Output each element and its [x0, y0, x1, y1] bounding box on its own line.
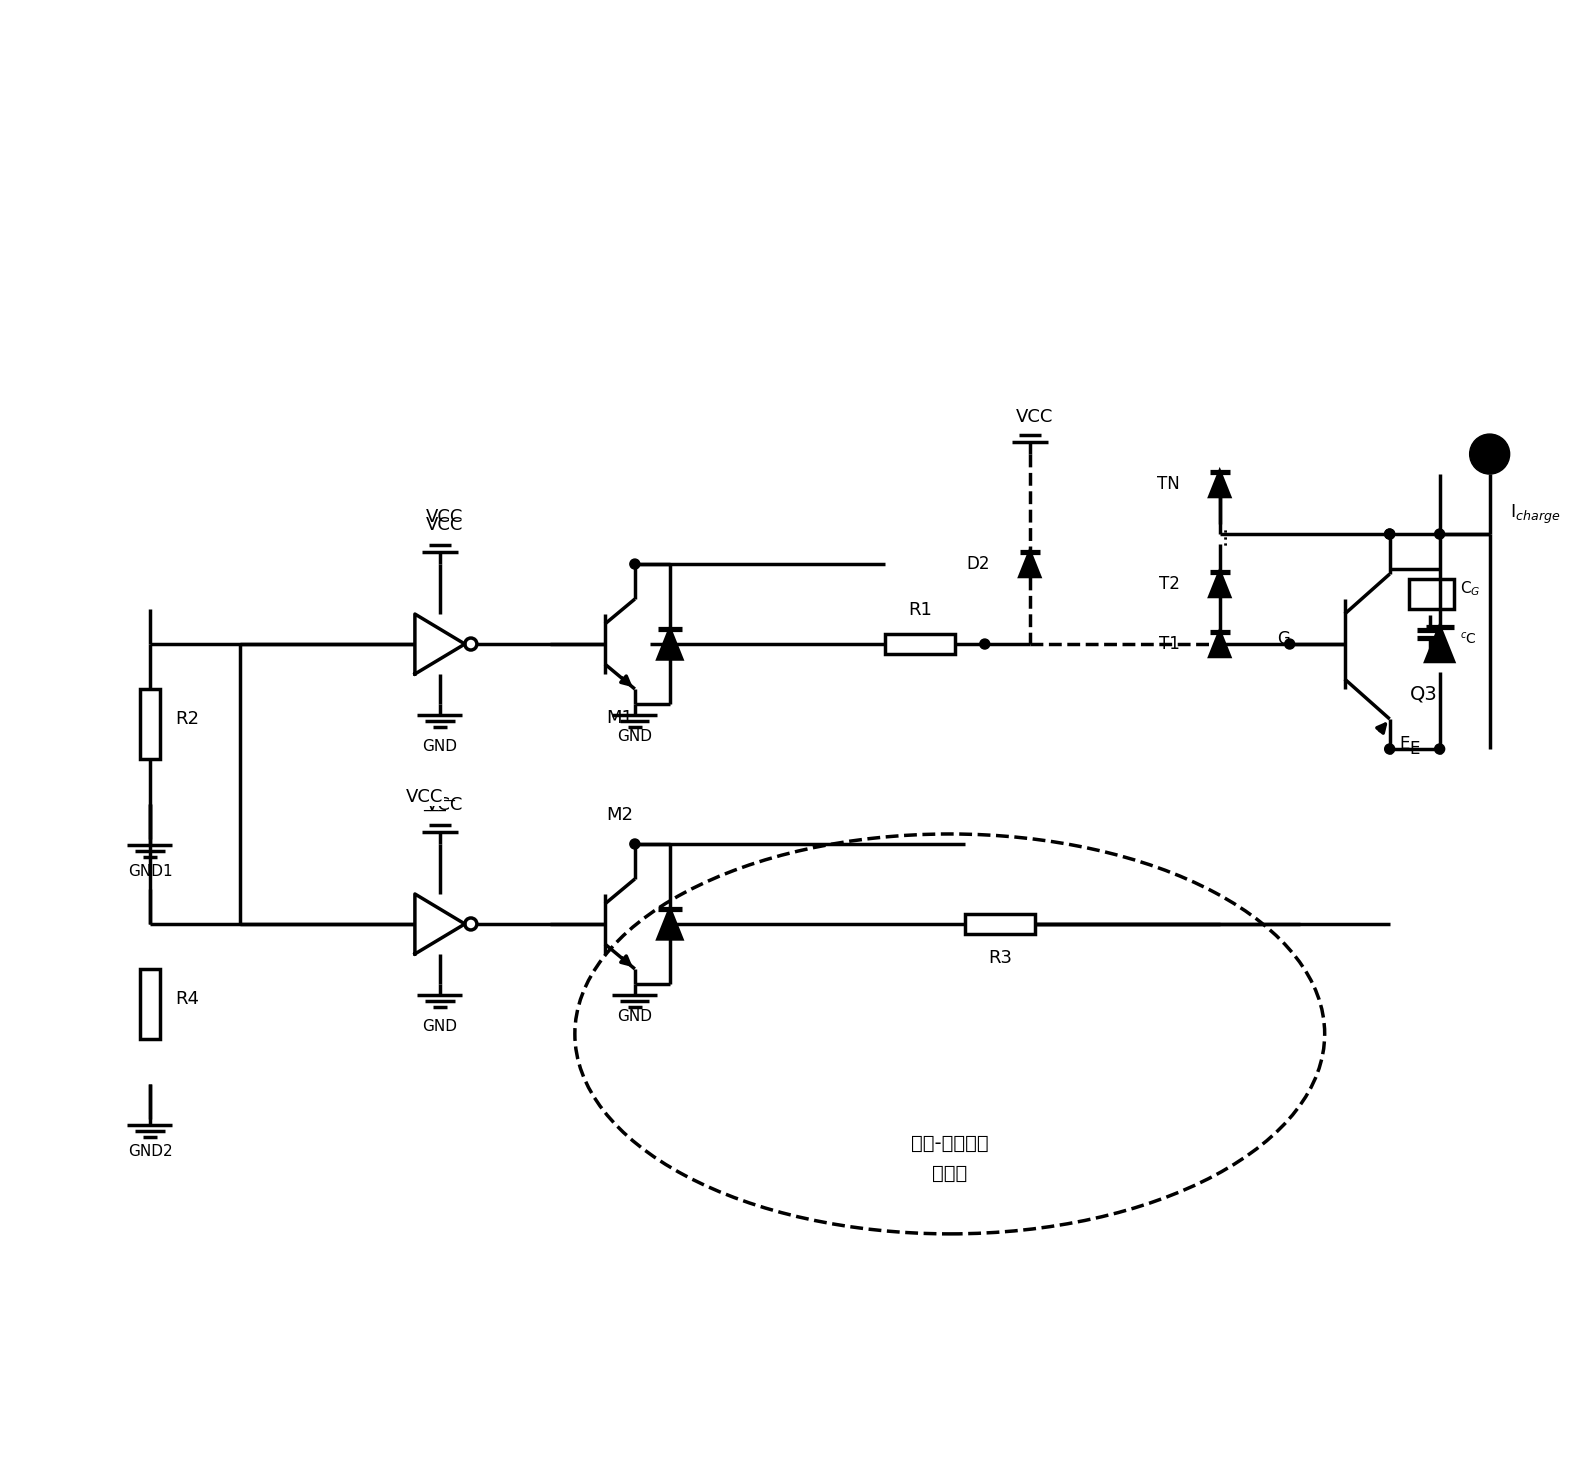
Text: D2: D2	[966, 556, 989, 573]
Text: VCC: VCC	[1016, 408, 1053, 426]
Polygon shape	[1210, 572, 1229, 597]
Text: E: E	[1410, 740, 1419, 758]
Bar	[885, 634, 955, 654]
Text: R1: R1	[907, 601, 931, 619]
Circle shape	[1385, 529, 1394, 539]
Polygon shape	[1426, 626, 1454, 662]
Text: VCC: VCC	[407, 789, 444, 806]
Circle shape	[1470, 433, 1510, 475]
Text: ___: ___	[424, 796, 446, 811]
Text: M2: M2	[606, 806, 633, 824]
Text: 接回路: 接回路	[933, 1164, 967, 1184]
Text: VCC: VCC	[425, 796, 463, 814]
Bar	[1408, 579, 1454, 609]
Text: M1: M1	[606, 709, 633, 727]
Text: GND: GND	[422, 1019, 457, 1033]
Text: C$_G$: C$_G$	[1460, 579, 1481, 598]
Text: Q3: Q3	[1410, 684, 1438, 703]
Text: ...: ...	[1210, 523, 1229, 544]
Polygon shape	[658, 629, 681, 659]
Text: T1: T1	[1159, 635, 1179, 653]
Circle shape	[1284, 640, 1295, 649]
Text: G: G	[1276, 629, 1289, 649]
Bar	[140, 688, 160, 759]
Circle shape	[1435, 744, 1444, 755]
Text: VCC: VCC	[425, 509, 463, 526]
Text: GND: GND	[422, 738, 457, 755]
Circle shape	[630, 559, 641, 569]
Circle shape	[1385, 529, 1394, 539]
Circle shape	[1435, 529, 1444, 539]
Text: 门极-集电极短: 门极-集电极短	[911, 1135, 989, 1153]
Circle shape	[1385, 744, 1394, 755]
Polygon shape	[1020, 551, 1039, 576]
Text: I$_{charge}$: I$_{charge}$	[1510, 503, 1561, 526]
Text: GND2: GND2	[127, 1144, 173, 1159]
Text: GND1: GND1	[127, 864, 173, 879]
Text: VCC: VCC	[425, 516, 463, 534]
Text: $^c$C: $^c$C	[1460, 631, 1476, 647]
Circle shape	[1215, 640, 1225, 649]
Circle shape	[630, 839, 641, 849]
Text: R4: R4	[174, 991, 199, 1008]
Bar	[140, 968, 160, 1039]
Text: ___: ___	[435, 789, 455, 802]
Circle shape	[980, 640, 989, 649]
Text: T2: T2	[1159, 575, 1179, 593]
Text: GND: GND	[617, 730, 653, 744]
Polygon shape	[658, 909, 681, 939]
Text: TN: TN	[1157, 475, 1179, 494]
Circle shape	[664, 918, 675, 929]
Text: R2: R2	[174, 710, 199, 728]
Text: GND: GND	[617, 1008, 653, 1024]
Text: R3: R3	[988, 949, 1011, 967]
Polygon shape	[1210, 631, 1229, 656]
Polygon shape	[1210, 472, 1229, 497]
Bar	[966, 914, 1035, 935]
Text: E: E	[1400, 736, 1410, 753]
